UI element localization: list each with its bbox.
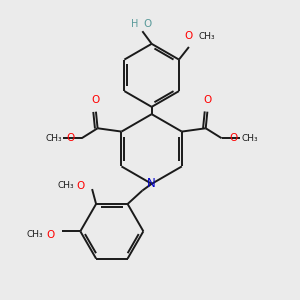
Text: CH₃: CH₃ [45,134,62,143]
Text: O: O [46,230,55,240]
Text: O: O [203,95,211,105]
Text: N: N [147,177,156,190]
Text: O: O [76,181,85,191]
Text: O: O [144,19,152,29]
Text: O: O [92,95,100,105]
Text: O: O [185,31,193,41]
Text: O: O [66,133,74,143]
Text: CH₃: CH₃ [242,134,258,143]
Text: CH₃: CH₃ [26,230,43,239]
Text: CH₃: CH₃ [199,32,215,41]
Text: H: H [131,19,138,29]
Text: O: O [229,133,237,143]
Text: CH₃: CH₃ [57,181,74,190]
